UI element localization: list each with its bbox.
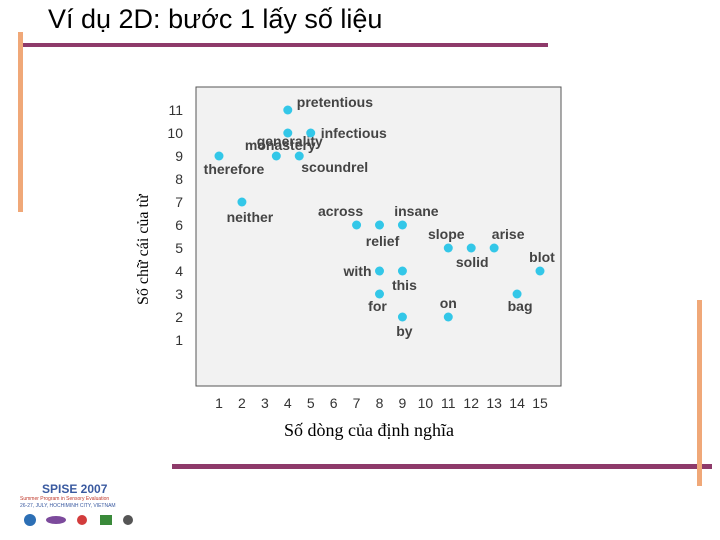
data-point [283,105,293,115]
point-label: neither [227,209,274,225]
point-label: generality [257,133,323,149]
point-label: monastery [245,137,316,153]
right-accent-bar [697,300,702,486]
point-label: for [368,298,387,314]
point-label: relief [366,233,400,249]
logo-tagline: Summer Program in Sensory Evaluation [20,496,110,502]
y-tick-label: 4 [175,263,183,279]
x-tick-label: 12 [463,395,479,411]
data-point [352,220,362,230]
point-label: this [392,277,417,293]
x-tick-label: 15 [532,395,548,411]
point-label: by [396,323,413,339]
point-label: scoundrel [301,159,368,175]
point-label: infectious [321,125,387,141]
data-point [375,220,384,230]
y-axis-label: Số chữ cái của từ [135,194,152,305]
x-tick-label: 8 [376,395,384,411]
point-label: blot [529,249,555,265]
left-accent-bar [18,32,23,212]
x-tick-label: 4 [284,395,292,411]
plot-area [195,86,562,387]
logo-name: SPISE 2007 [42,482,108,496]
title-underline [22,43,548,47]
data-point [489,243,499,253]
data-point [375,266,384,276]
x-axis-label: Số dòng của định nghĩa [284,420,454,440]
y-tick-label: 1 [175,332,183,348]
y-tick-label: 6 [175,217,183,233]
x-tick-label: 2 [238,395,246,411]
data-point [535,266,545,276]
point-label: pretentious [297,94,373,110]
point-label: arise [492,226,525,242]
point-label: across [318,203,363,219]
data-point [512,289,522,299]
y-tick-label: 10 [167,125,183,141]
data-point [283,128,293,138]
x-tick-label: 10 [418,395,434,411]
x-tick-label: 3 [261,395,269,411]
x-tick-label: 5 [307,395,315,411]
point-label: bag [508,298,533,314]
x-tick-label: 9 [399,395,407,411]
y-tick-label: 7 [175,194,183,210]
spise-logo: SPISE 2007 Summer Program in Sensory Eva… [10,482,150,530]
y-tick-label: 8 [175,171,183,187]
data-point [237,197,247,207]
x-tick-label: 6 [330,395,338,411]
data-point [397,266,407,276]
point-label: on [440,295,457,311]
y-tick-label: 9 [175,148,183,164]
data-point [443,243,453,253]
y-tick-label: 11 [168,102,183,118]
point-label: slope [428,226,465,242]
x-tick-label: 14 [509,395,525,411]
y-tick-label: 5 [175,240,183,256]
slide-title: Ví dụ 2D: bước 1 lấy số liệu [48,4,383,34]
data-point [306,128,316,138]
point-label: with [343,263,372,279]
data-point [397,220,407,230]
data-point [214,151,224,161]
x-tick-label: 1 [215,395,223,411]
data-point [375,289,384,299]
sponsor-icons [24,514,133,526]
data-point [443,312,453,322]
logo-date: 26-27, JULY, HOCHIMINH CITY, VIETNAM [20,503,116,509]
point-label: insane [394,203,439,219]
data-point [397,312,407,322]
x-tick-label: 13 [486,395,502,411]
y-tick-label: 2 [175,309,183,325]
x-tick-label: 11 [441,395,456,411]
data-point [294,151,304,161]
bottom-divider [172,464,712,469]
x-tick-label: 7 [353,395,361,411]
point-label: therefore [204,161,265,177]
data-point [466,243,476,253]
data-point [271,151,281,161]
point-label: solid [456,254,489,270]
y-tick-label: 3 [175,286,183,302]
